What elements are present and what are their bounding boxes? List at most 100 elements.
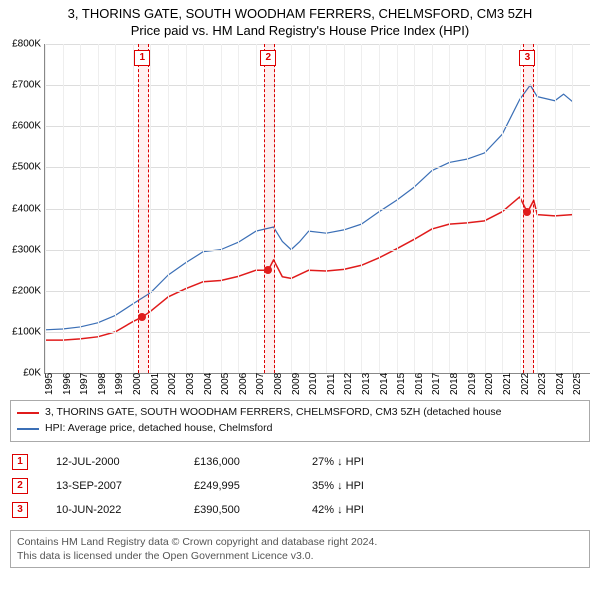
x-axis-label: 2018	[449, 373, 460, 395]
y-gridline	[45, 291, 590, 292]
x-axis-label: 2022	[520, 373, 531, 395]
legend-label-hpi: HPI: Average price, detached house, Chel…	[45, 421, 272, 437]
x-gridline	[432, 44, 433, 373]
event-table-row: 2 13-SEP-2007 £249,995 35% ↓ HPI	[10, 474, 590, 498]
y-axis-label: £300K	[1, 244, 41, 255]
x-axis-label: 2009	[291, 373, 302, 395]
event-band	[264, 44, 275, 373]
y-axis-label: £600K	[1, 121, 41, 132]
x-axis-label: 2007	[255, 373, 266, 395]
chart-title: 3, THORINS GATE, SOUTH WOODHAM FERRERS, …	[0, 0, 600, 40]
event-delta: 35% ↓ HPI	[312, 480, 422, 492]
x-gridline	[397, 44, 398, 373]
x-gridline	[572, 44, 573, 373]
x-axis-label: 1995	[44, 373, 55, 395]
x-gridline	[203, 44, 204, 373]
x-gridline	[520, 44, 521, 373]
x-gridline	[485, 44, 486, 373]
x-axis-label: 2002	[167, 373, 178, 395]
event-number: 1	[12, 454, 28, 470]
x-gridline	[63, 44, 64, 373]
x-axis-label: 2005	[220, 373, 231, 395]
x-gridline	[150, 44, 151, 373]
x-axis-label: 2003	[185, 373, 196, 395]
x-axis-label: 2021	[502, 373, 513, 395]
footer-line-1: Contains HM Land Registry data © Crown c…	[17, 535, 583, 549]
event-band	[138, 44, 149, 373]
x-gridline	[115, 44, 116, 373]
y-axis-label: £500K	[1, 162, 41, 173]
x-axis-label: 2015	[396, 373, 407, 395]
event-price: £390,500	[194, 504, 284, 516]
x-gridline	[326, 44, 327, 373]
x-gridline	[379, 44, 380, 373]
legend-item-hpi: HPI: Average price, detached house, Chel…	[17, 421, 583, 437]
y-axis-label: £400K	[1, 203, 41, 214]
x-gridline	[45, 44, 46, 373]
event-date: 10-JUN-2022	[56, 504, 166, 516]
event-marker-box: 2	[260, 50, 276, 66]
y-gridline	[45, 167, 590, 168]
x-gridline	[291, 44, 292, 373]
x-axis-label: 2001	[150, 373, 161, 395]
x-axis-label: 2010	[308, 373, 319, 395]
sale-point-marker	[138, 313, 146, 321]
x-gridline	[80, 44, 81, 373]
event-number: 3	[12, 502, 28, 518]
x-axis-label: 2020	[484, 373, 495, 395]
y-gridline	[45, 250, 590, 251]
x-gridline	[133, 44, 134, 373]
event-marker-box: 3	[519, 50, 535, 66]
y-gridline	[45, 44, 590, 45]
y-axis-label: £200K	[1, 285, 41, 296]
legend-label-property: 3, THORINS GATE, SOUTH WOODHAM FERRERS, …	[45, 405, 501, 421]
event-table-row: 3 10-JUN-2022 £390,500 42% ↓ HPI	[10, 498, 590, 522]
legend-swatch-hpi	[17, 428, 39, 430]
plot-area: £0K£100K£200K£300K£400K£500K£600K£700K£8…	[44, 44, 590, 394]
legend-swatch-property	[17, 412, 39, 414]
x-axis-label: 2025	[572, 373, 583, 395]
y-axis-label: £100K	[1, 326, 41, 337]
x-gridline	[309, 44, 310, 373]
sale-point-marker	[264, 266, 272, 274]
event-date: 13-SEP-2007	[56, 480, 166, 492]
event-number: 2	[12, 478, 28, 494]
x-gridline	[467, 44, 468, 373]
x-gridline	[256, 44, 257, 373]
title-line-2: Price paid vs. HM Land Registry's House …	[8, 23, 592, 38]
x-gridline	[502, 44, 503, 373]
x-gridline	[98, 44, 99, 373]
x-axis-label: 2016	[414, 373, 425, 395]
x-gridline	[186, 44, 187, 373]
x-gridline	[168, 44, 169, 373]
x-axis-label: 2019	[467, 373, 478, 395]
footer-attribution: Contains HM Land Registry data © Crown c…	[10, 530, 590, 568]
x-gridline	[449, 44, 450, 373]
y-gridline	[45, 209, 590, 210]
x-gridline	[344, 44, 345, 373]
sale-point-marker	[523, 208, 531, 216]
plot-inner: £0K£100K£200K£300K£400K£500K£600K£700K£8…	[44, 44, 590, 374]
y-axis-label: £700K	[1, 80, 41, 91]
event-delta: 27% ↓ HPI	[312, 456, 422, 468]
y-axis-label: £800K	[1, 39, 41, 50]
x-gridline	[537, 44, 538, 373]
x-axis-label: 2011	[326, 373, 337, 395]
title-line-1: 3, THORINS GATE, SOUTH WOODHAM FERRERS, …	[8, 6, 592, 21]
event-date: 12-JUL-2000	[56, 456, 166, 468]
chart-container: 3, THORINS GATE, SOUTH WOODHAM FERRERS, …	[0, 0, 600, 568]
x-axis-label: 1997	[79, 373, 90, 395]
x-axis-label: 1999	[114, 373, 125, 395]
event-table: 1 12-JUL-2000 £136,000 27% ↓ HPI 2 13-SEP-200…	[10, 450, 590, 522]
x-axis-label: 2006	[238, 373, 249, 395]
legend: 3, THORINS GATE, SOUTH WOODHAM FERRERS, …	[10, 400, 590, 442]
x-axis-label: 2004	[203, 373, 214, 395]
x-axis-label: 2014	[379, 373, 390, 395]
footer-line-2: This data is licensed under the Open Gov…	[17, 549, 583, 563]
event-price: £136,000	[194, 456, 284, 468]
x-gridline	[555, 44, 556, 373]
event-table-row: 1 12-JUL-2000 £136,000 27% ↓ HPI	[10, 450, 590, 474]
event-delta: 42% ↓ HPI	[312, 504, 422, 516]
event-price: £249,995	[194, 480, 284, 492]
x-gridline	[361, 44, 362, 373]
